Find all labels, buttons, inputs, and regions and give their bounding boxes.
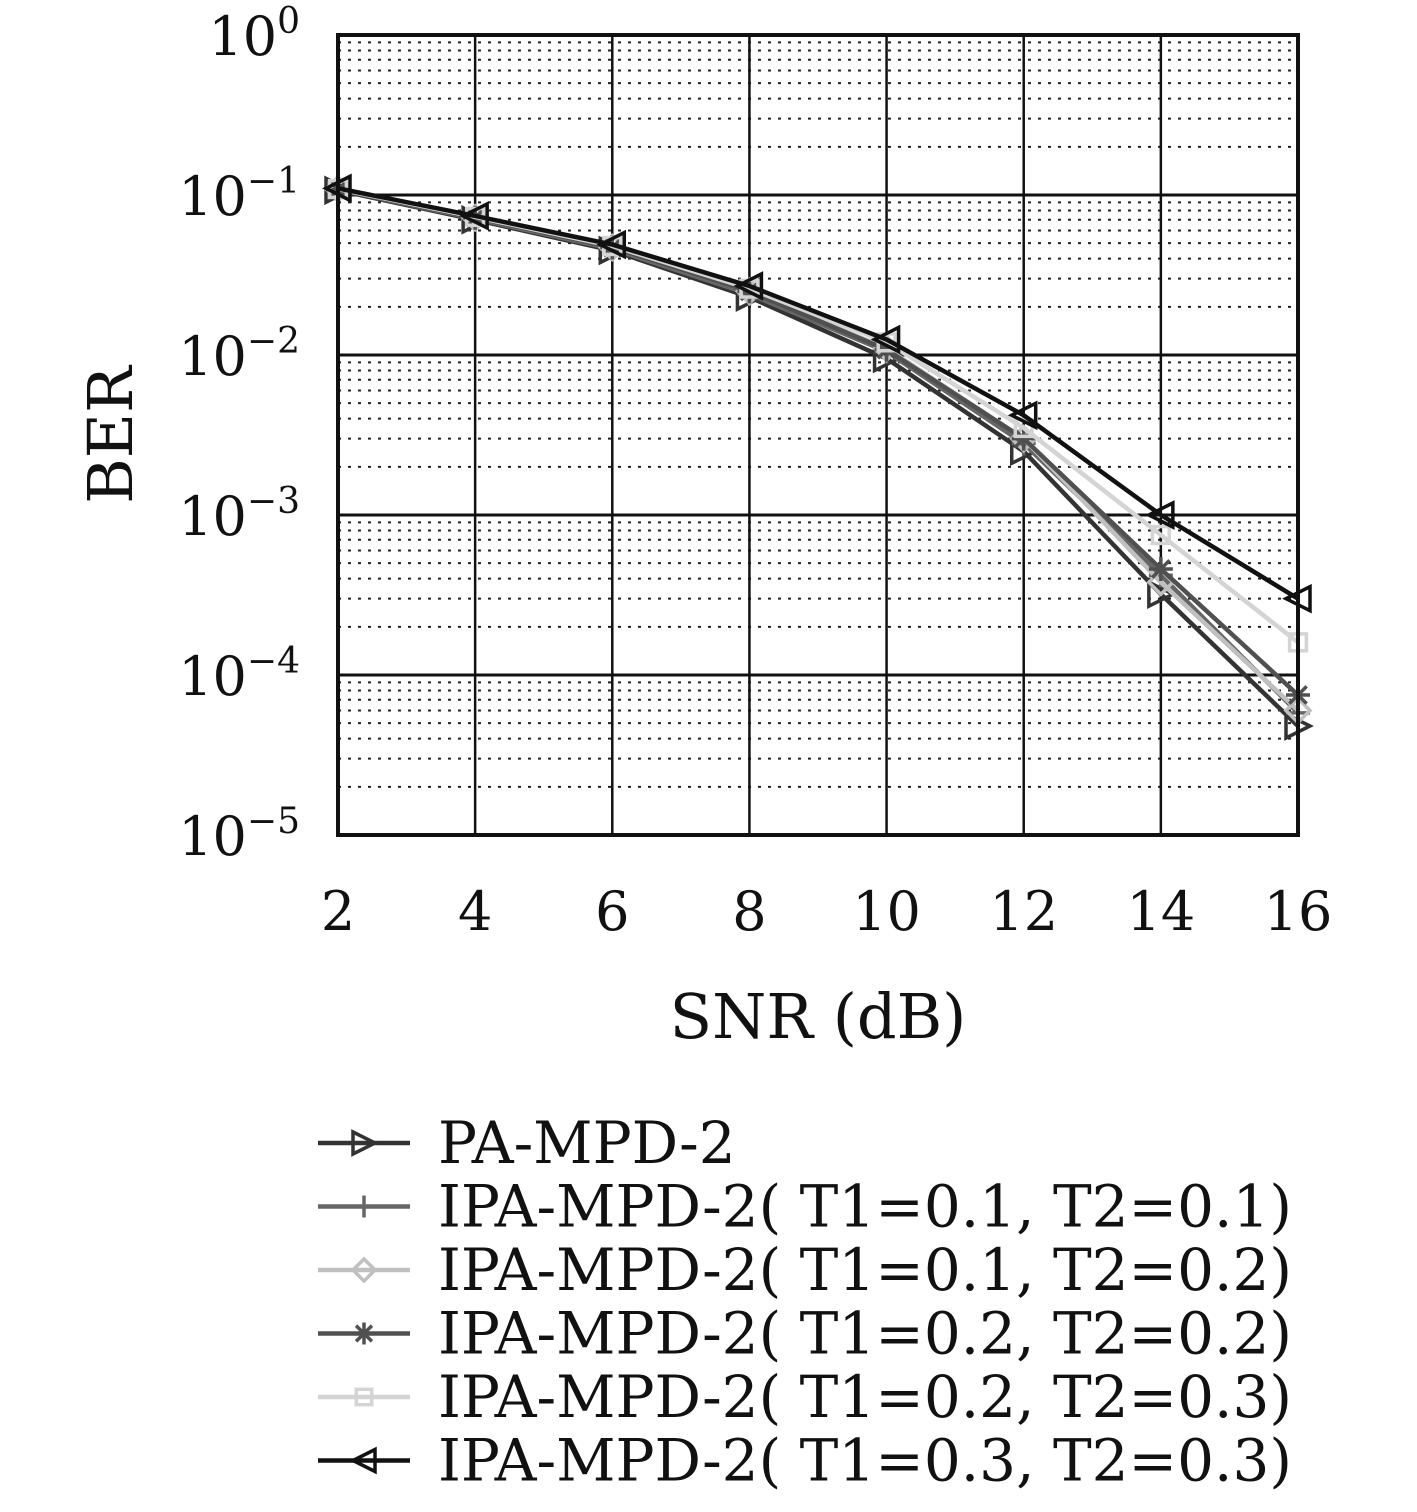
legend-label: PA-MPD-2 bbox=[438, 1109, 736, 1177]
series-line bbox=[337, 186, 1300, 713]
legend-item-3: IPA-MPD-2( T1=0.1, T2=0.2) bbox=[318, 1236, 1292, 1304]
y-axis-label: BER bbox=[74, 364, 147, 504]
legend-item-6: IPA-MPD-2( T1=0.3, T2=0.3) bbox=[318, 1427, 1292, 1495]
x-tick-label: 16 bbox=[1264, 880, 1333, 943]
series-line bbox=[337, 188, 1300, 728]
triangle-left-marker bbox=[596, 229, 627, 260]
triangle-left-marker bbox=[349, 1446, 377, 1475]
series-1 bbox=[324, 175, 1314, 741]
tick-labels: 2 4 6 8 10 12 14 16 100 10−1 10−2 10−3 10−4 10−5 bbox=[178, 1, 1332, 943]
legend-item-4: IPA-MPD-2( T1=0.2, T2=0.2) bbox=[318, 1300, 1292, 1368]
y-tick-label: 10−2 bbox=[178, 321, 300, 388]
triangle-left-marker bbox=[459, 201, 489, 231]
x-tick-label: 4 bbox=[458, 880, 492, 943]
legend-item-5: IPA-MPD-2( T1=0.2, T2=0.3) bbox=[318, 1363, 1292, 1431]
square-marker bbox=[354, 1387, 374, 1407]
triangle-left-marker bbox=[1144, 500, 1175, 530]
x-tick-label: 12 bbox=[989, 880, 1058, 943]
x-tick-label: 8 bbox=[732, 880, 766, 943]
legend-label: IPA-MPD-2( T1=0.1, T2=0.1) bbox=[438, 1173, 1292, 1241]
series-layer bbox=[322, 173, 1314, 741]
legend-label: IPA-MPD-2( T1=0.3, T2=0.3) bbox=[438, 1427, 1292, 1495]
triangle-left-marker bbox=[870, 324, 901, 355]
asterisk-marker bbox=[353, 1322, 375, 1345]
asterisk-marker bbox=[1011, 426, 1036, 451]
x-tick-label: 14 bbox=[1126, 880, 1195, 943]
plus-marker bbox=[353, 1195, 375, 1218]
series-2 bbox=[326, 177, 1310, 725]
asterisk-marker bbox=[1148, 556, 1173, 581]
y-tick-label: 10−5 bbox=[178, 801, 300, 868]
y-tick-label: 10−4 bbox=[178, 641, 300, 708]
series-line bbox=[337, 187, 1300, 697]
square-marker bbox=[1150, 524, 1172, 546]
legend-label: IPA-MPD-2( T1=0.2, T2=0.3) bbox=[438, 1363, 1292, 1431]
series-line bbox=[337, 186, 1300, 601]
triangle-right-marker bbox=[1147, 579, 1177, 610]
triangle-right-marker bbox=[351, 1129, 379, 1157]
legend-item-2: IPA-MPD-2( T1=0.1, T2=0.1) bbox=[318, 1173, 1292, 1241]
series-6 bbox=[322, 173, 1312, 614]
x-axis-label: SNR (dB) bbox=[670, 980, 967, 1053]
x-tick-label: 2 bbox=[321, 880, 355, 943]
y-tick-label: 10−1 bbox=[178, 161, 300, 228]
x-tick-label: 10 bbox=[852, 880, 921, 943]
x-tick-label: 6 bbox=[595, 880, 629, 943]
y-tick-label: 10−3 bbox=[178, 481, 300, 548]
plot-frame bbox=[336, 33, 1300, 837]
diamond-marker bbox=[350, 1256, 378, 1284]
series-line bbox=[337, 187, 1300, 715]
legend-label: IPA-MPD-2( T1=0.1, T2=0.2) bbox=[438, 1236, 1292, 1304]
y-tick-label: 100 bbox=[208, 1, 300, 68]
triangle-left-marker bbox=[1007, 400, 1038, 431]
grid bbox=[338, 35, 1298, 835]
legend-item-1: PA-MPD-2 bbox=[318, 1109, 736, 1177]
triangle-left-marker bbox=[733, 271, 764, 301]
legend-label: IPA-MPD-2( T1=0.2, T2=0.2) bbox=[438, 1300, 1292, 1368]
